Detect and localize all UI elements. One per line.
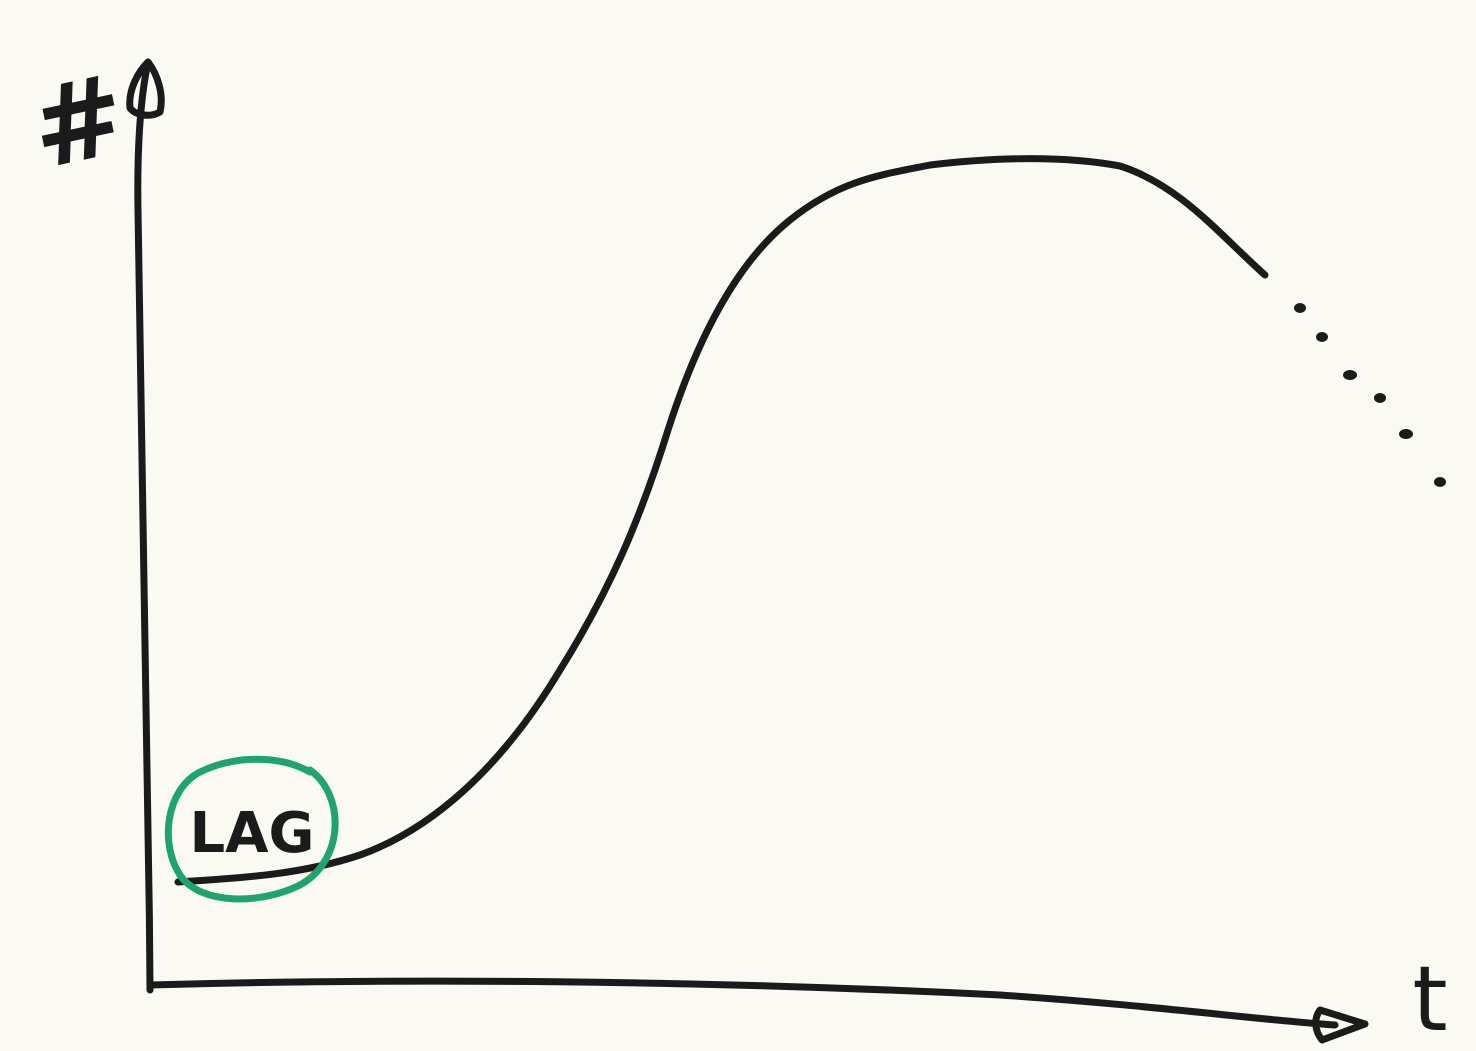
y-axis-arrow [126,58,165,119]
dot [1399,429,1413,439]
growth-curve [174,155,1269,886]
dot [1434,477,1446,487]
lag-label: LAG [190,801,315,866]
x-axis-arrow [1312,1006,1369,1044]
dot [1316,332,1328,342]
lag-circle [164,755,339,903]
y-axis [134,58,154,994]
x-axis [146,977,1339,1029]
dot [1294,303,1306,313]
x-axis-label: t [1412,947,1447,1051]
dot [1343,370,1357,380]
dot [1374,393,1386,403]
decline-dots [1294,303,1446,487]
